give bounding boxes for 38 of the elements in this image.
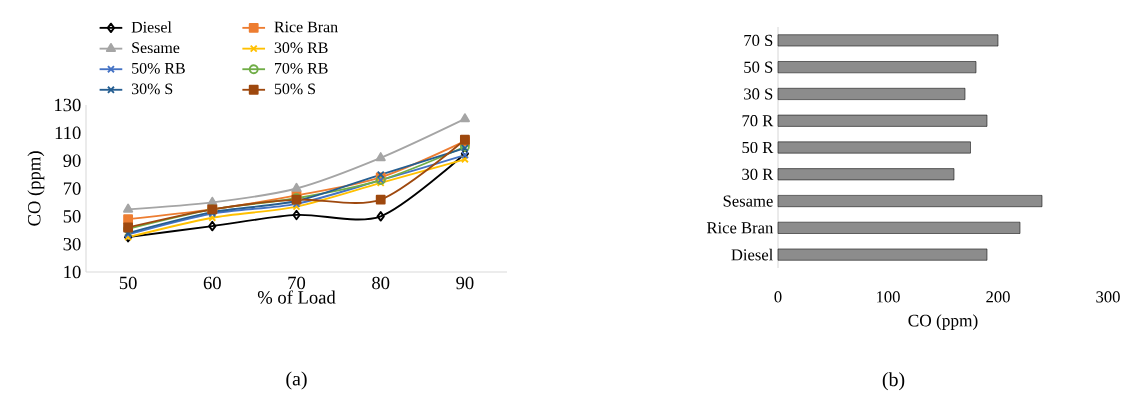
y-tick-label: 30 R (742, 168, 774, 180)
y-tick-label: 110 (55, 126, 81, 140)
x-axis-title: CO (ppm) (908, 314, 978, 330)
legend-label: 30% RB (274, 42, 328, 54)
y-axis-title: CO (ppm) (27, 151, 45, 226)
y-tick-label: 70 S (744, 34, 773, 46)
x-tick-label: 300 (1096, 291, 1120, 303)
y-tick-label: 130 (55, 98, 81, 112)
y-tick-label: Diesel (731, 248, 773, 261)
legend-label: 30% S (131, 83, 173, 95)
legend-label: Diesel (131, 21, 172, 33)
y-tick-label: 50 R (742, 141, 774, 154)
legend-label: Sesame (132, 42, 180, 54)
y-tick-label: 30 S (744, 88, 773, 100)
text: (b) (882, 372, 905, 391)
y-tick-label: 30 (63, 237, 81, 251)
y-tick-label: Sesame (723, 195, 773, 207)
y-tick-label: 50 S (744, 61, 773, 73)
y-tick-label: 90 (63, 154, 81, 167)
text: (a) (286, 371, 307, 390)
legend-label: 50% RB (132, 62, 185, 74)
legend-label: Rice Bran (274, 21, 338, 33)
x-tick-label: 90 (456, 276, 474, 290)
legend-label: 70% RB (274, 62, 328, 74)
x-tick-label: 80 (372, 276, 390, 290)
x-tick-label: 100 (877, 291, 900, 303)
y-tick-label: 10 (64, 265, 81, 279)
y-tick-label: 70 (63, 182, 81, 195)
x-tick-label: 0 (774, 291, 782, 303)
x-tick-label: 50 (119, 276, 137, 290)
x-axis-title: % of Load (257, 290, 336, 304)
y-tick-label: 70 R (742, 115, 774, 127)
y-tick-label: Rice Bran (706, 222, 774, 234)
legend-label: 50% S (274, 83, 316, 95)
x-tick-label: 200 (986, 291, 1010, 303)
y-tick-label: 50 (63, 210, 81, 223)
x-tick-label: 70 (288, 276, 306, 290)
x-tick-label: 60 (203, 276, 221, 290)
